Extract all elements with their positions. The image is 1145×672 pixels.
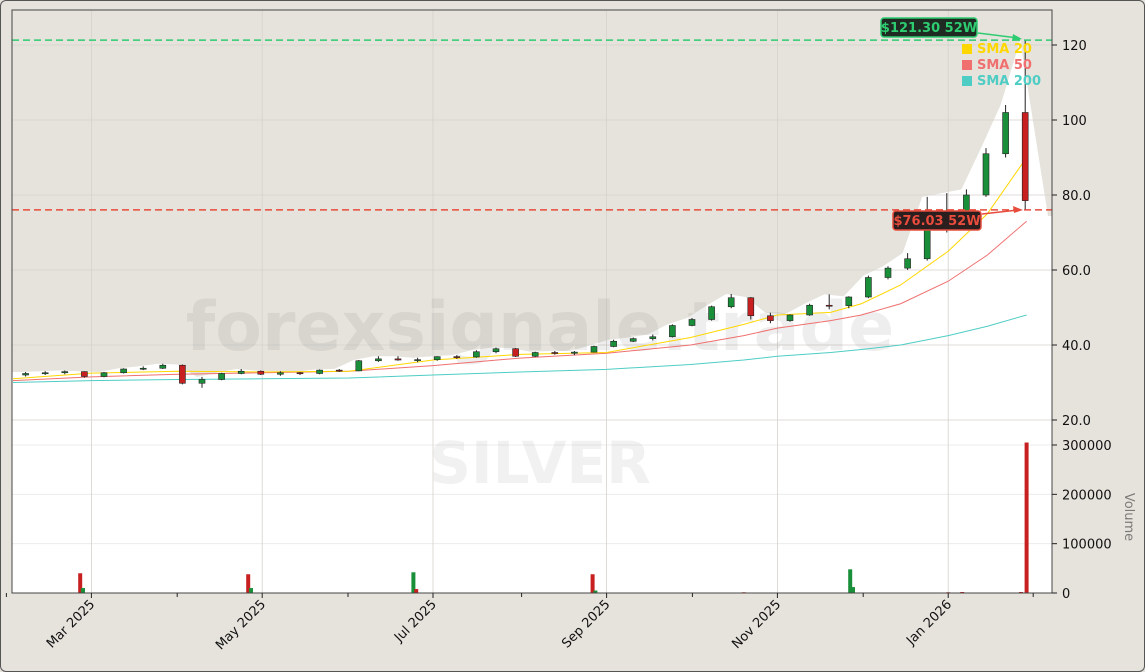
volume-bar — [593, 590, 598, 593]
low-52w-arrow — [981, 209, 1019, 215]
candle-body — [904, 258, 911, 269]
candle-body — [610, 340, 617, 347]
candle-body — [1021, 112, 1029, 201]
legend-label: SMA 200 — [977, 74, 1041, 89]
legend-label: SMA 50 — [977, 58, 1032, 73]
candle-body — [296, 372, 304, 375]
price-tick-label: 100 — [1062, 114, 1087, 129]
candle-body — [845, 296, 853, 306]
high-52w-arrow — [977, 32, 1019, 39]
volume-tick-label: 0 — [1062, 587, 1070, 602]
candle-body — [492, 348, 500, 353]
candle-body — [531, 352, 539, 357]
candle-body — [453, 356, 461, 358]
volume-tick-label: 300000 — [1062, 439, 1112, 454]
low-52w-label-box — [892, 210, 982, 231]
price-tick-label: 40.0 — [1062, 339, 1091, 354]
volume-bar — [1024, 442, 1029, 593]
date-tick-label: Jul 2025 — [391, 597, 440, 646]
candle-body — [982, 153, 990, 196]
legend-swatch — [962, 76, 972, 86]
low-52w-label: $76.03 52W — [893, 214, 980, 229]
volume-bar — [411, 572, 416, 593]
candle-body — [316, 369, 323, 374]
candle-body — [120, 368, 127, 374]
candle-body — [414, 359, 421, 361]
volume-panel-background — [12, 440, 1052, 593]
candle-body — [825, 304, 833, 307]
candle-body — [394, 358, 402, 361]
legend-swatch — [962, 44, 972, 54]
candle-body — [571, 351, 578, 354]
high-52w-label: $121.30 52W — [881, 21, 977, 36]
candle-body — [179, 364, 186, 384]
candle-body — [81, 371, 88, 377]
volume-tick-label: 200000 — [1062, 488, 1112, 503]
volume-bar — [78, 573, 83, 593]
volume-bar — [848, 569, 853, 593]
candle-body — [551, 352, 559, 354]
candle-body — [218, 373, 225, 380]
price-tick-label: 120 — [1062, 39, 1087, 54]
volume-axis-label: Volume — [1121, 493, 1136, 541]
candle-body — [865, 277, 872, 298]
candle-body — [335, 369, 343, 372]
candle-body — [100, 372, 108, 377]
candle-body — [257, 370, 265, 375]
candle-body — [786, 314, 794, 321]
candle-body — [649, 336, 657, 339]
sma-200-line — [12, 314, 1027, 383]
candle-body — [590, 346, 598, 353]
candle-body — [629, 338, 637, 342]
candle-body — [139, 367, 147, 370]
candle-body — [473, 351, 480, 358]
date-tick-label: Jan 2026 — [903, 597, 955, 649]
candle-body — [375, 358, 382, 362]
candle-body — [669, 325, 676, 338]
candle-body — [159, 364, 167, 369]
candle-body — [237, 370, 245, 374]
candle-body — [433, 356, 441, 360]
candle-body — [767, 315, 774, 321]
low-52w-arrowhead — [1013, 206, 1023, 213]
candle-body — [512, 348, 519, 357]
volume-bar — [851, 587, 855, 593]
date-tick-label: May 2025 — [213, 597, 269, 653]
high-52w-label-box — [880, 17, 978, 38]
candle-body — [806, 304, 813, 316]
plot-frame — [11, 9, 1053, 594]
date-tick-label: Sep 2025 — [559, 597, 613, 651]
volume-bar — [590, 574, 595, 593]
price-tick-label: 20.0 — [1062, 414, 1091, 429]
candle-body — [277, 372, 284, 375]
sma-20-line — [12, 157, 1028, 380]
volume-bar — [414, 589, 419, 593]
volume-bar — [81, 588, 85, 593]
price-tick-label: 80.0 — [1062, 189, 1091, 204]
candle-body — [61, 371, 69, 374]
price-area-fill — [12, 40, 1052, 440]
price-tick-label: 60.0 — [1062, 264, 1091, 279]
candle-body — [747, 297, 755, 317]
sma-50-line — [12, 220, 1027, 382]
candle-body — [708, 306, 715, 320]
volume-tick-label: 100000 — [1062, 538, 1112, 553]
high-52w-arrowhead — [1012, 34, 1022, 41]
candle-body — [198, 379, 206, 384]
volume-bar — [246, 574, 251, 593]
date-tick-label: Mar 2025 — [44, 597, 98, 651]
candle-body — [22, 373, 29, 376]
legend-label: SMA 20 — [977, 42, 1032, 57]
candle-body — [688, 319, 696, 326]
legend-swatch — [962, 60, 972, 70]
date-tick-label: Nov 2025 — [729, 597, 784, 652]
candle-body — [727, 297, 735, 308]
candle-body — [1002, 112, 1009, 155]
symbol-watermark: SILVER — [429, 429, 651, 497]
candle-body — [884, 267, 892, 278]
volume-bar — [249, 588, 253, 593]
candle-body — [41, 372, 49, 375]
candle-body — [355, 360, 363, 372]
